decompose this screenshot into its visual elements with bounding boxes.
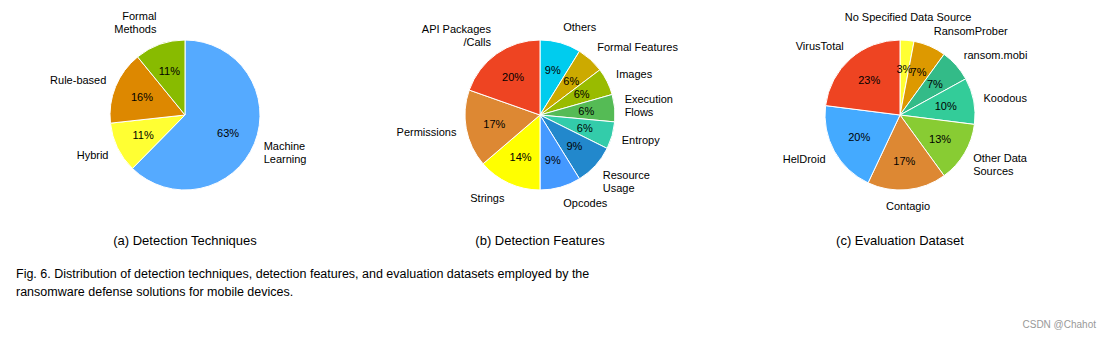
- value-labels: 3%7%7%10%13%17%20%23%: [848, 63, 957, 168]
- value-label: 14%: [510, 151, 532, 163]
- slice: [825, 106, 900, 183]
- value-label: 11%: [133, 129, 154, 141]
- value-label: 10%: [935, 100, 957, 112]
- value-labels: 9%6%6%6%6%9%9%14%17%20%: [483, 64, 594, 165]
- chart-title: (b) Detection Features: [475, 233, 605, 248]
- category-label: ExecutionFlows: [625, 93, 673, 118]
- value-label: 63%: [217, 127, 239, 139]
- value-label: 6%: [574, 88, 590, 100]
- value-label: 6%: [563, 75, 579, 87]
- value-label: 17%: [893, 155, 915, 167]
- category-label: Strings: [470, 192, 505, 204]
- category-label: API Packages/Calls: [422, 23, 492, 48]
- slices: [825, 40, 975, 190]
- value-label: 20%: [502, 71, 524, 83]
- category-labels: MachineLearning Hybrid Rule-based FormalMet…: [50, 10, 306, 164]
- category-label: Hybrid: [77, 149, 109, 161]
- slices: [110, 40, 260, 190]
- pie-chart: 9%6%6%6%6%9%9%14%17%20%OthersFormal Feat…: [397, 21, 679, 248]
- slice: [110, 115, 185, 168]
- category-label: VirusTotal: [796, 40, 844, 52]
- value-label: 7%: [911, 66, 927, 78]
- category-label: MachineLearning: [264, 140, 307, 165]
- value-label: 13%: [929, 133, 951, 145]
- category-label: Images: [616, 68, 653, 80]
- value-label: 9%: [545, 154, 561, 166]
- value-label: 23%: [858, 74, 880, 86]
- value-labels: 63% 11% 16% 11%: [131, 65, 239, 141]
- slice: [469, 40, 540, 115]
- category-label: Formal Features: [597, 41, 678, 53]
- category-label: RansomProber: [934, 25, 1008, 37]
- watermark: CSDN @Chahot: [1022, 319, 1096, 330]
- value-label: 9%: [566, 140, 582, 152]
- value-label: 20%: [848, 131, 870, 143]
- pie-chart: 63% 11% 16% 11% MachineLearning Hybrid Rule-ba…: [50, 10, 306, 248]
- category-label: Entropy: [622, 134, 660, 146]
- value-label: 16%: [131, 91, 153, 103]
- category-label: Others: [563, 21, 597, 33]
- slice: [540, 115, 579, 190]
- value-label: 17%: [483, 118, 505, 130]
- chart-title: (a) Detection Techniques: [113, 233, 257, 248]
- chart-title: (c) Evaluation Dataset: [836, 233, 964, 248]
- category-label: Other DataSources: [973, 152, 1028, 177]
- slice: [138, 40, 185, 115]
- category-label: No Specified Data Source: [845, 11, 972, 23]
- value-label: 7%: [927, 78, 943, 90]
- category-label: Koodous: [983, 92, 1027, 104]
- category-labels: No Specified Data Source RansomProber rans…: [783, 11, 1028, 212]
- figure: 63% 11% 16% 11% MachineLearning Hybrid Rule-ba…: [0, 0, 1112, 337]
- caption: ransomware defense solutions for mobile …: [16, 285, 293, 299]
- value-label: 9%: [545, 64, 561, 76]
- pie-chart: 3%7%7%10%13%17%20%23%No Specified Data S…: [783, 11, 1028, 248]
- category-labels: OthersFormal Features Images ExecutionFlow…: [397, 21, 679, 209]
- slices: [465, 40, 615, 190]
- value-label: 6%: [578, 105, 594, 117]
- value-label: 6%: [577, 122, 593, 134]
- category-label: ResourceUsage: [603, 169, 650, 194]
- category-label: FormalMethods: [114, 10, 157, 35]
- category-label: Contagio: [886, 200, 930, 212]
- category-label: Permissions: [397, 126, 457, 138]
- category-label: Opcodes: [563, 197, 608, 209]
- caption: Fig. 6. Distribution of detection techni…: [16, 267, 589, 281]
- category-label: Rule-based: [50, 74, 106, 86]
- category-label: HelDroid: [783, 153, 826, 165]
- value-label: 11%: [159, 65, 180, 77]
- category-label: ransom.mobi: [964, 48, 1028, 60]
